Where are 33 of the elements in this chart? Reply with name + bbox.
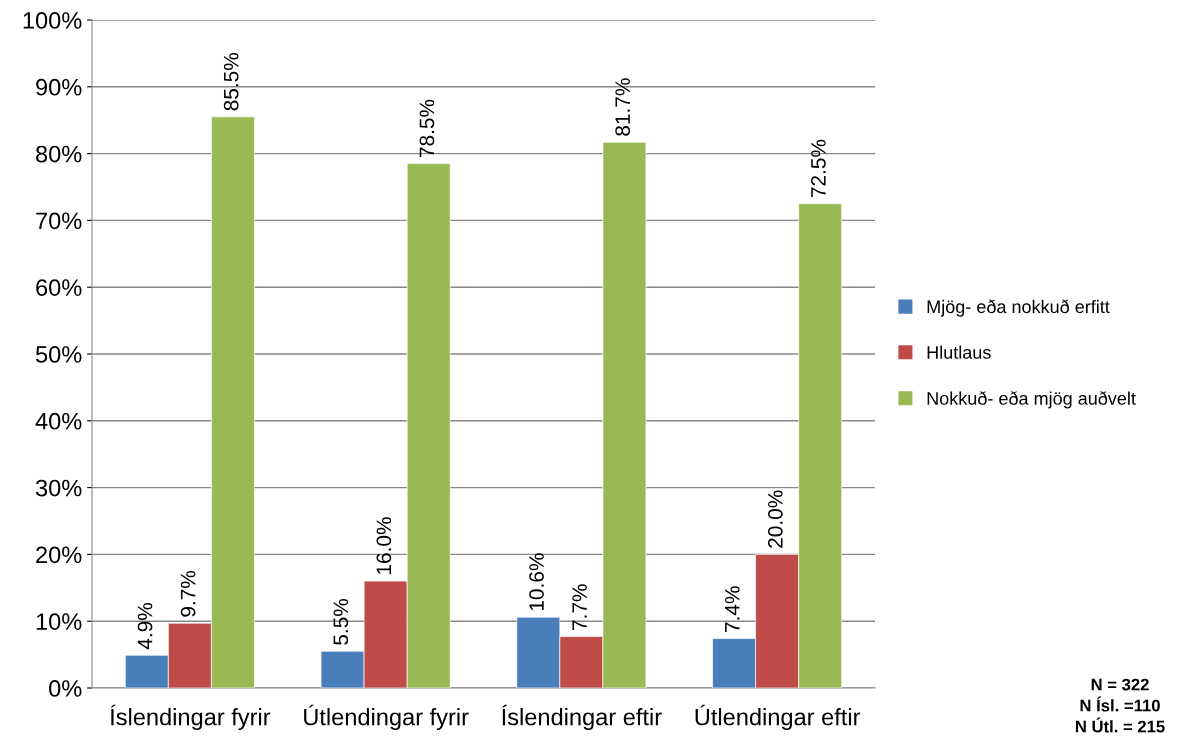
legend-label: Nokkuð- eða mjög auðvelt bbox=[927, 391, 1136, 409]
data-label: 7.4% bbox=[724, 586, 740, 632]
data-label: 78.5% bbox=[419, 99, 435, 157]
y-tick-label: 0% bbox=[49, 680, 82, 697]
y-tick-label: 40% bbox=[35, 412, 82, 430]
data-label: 20.0% bbox=[767, 490, 783, 548]
legend-label: Hlutlaus bbox=[927, 345, 991, 359]
y-tick-label: 20% bbox=[36, 546, 82, 564]
y-tick-label: 70% bbox=[36, 212, 82, 230]
y-tick-label: 60% bbox=[36, 279, 82, 296]
data-label: 7.7% bbox=[572, 584, 587, 630]
data-label: 81.7% bbox=[615, 78, 631, 136]
data-label: 85.5% bbox=[223, 52, 239, 111]
data-label: 9.7% bbox=[180, 570, 196, 617]
y-tick-label: 90% bbox=[36, 78, 82, 96]
data-label: 10.6% bbox=[529, 553, 544, 611]
y-tick-label: 80% bbox=[36, 145, 82, 163]
x-tick-label: Íslendingar eftir bbox=[502, 704, 662, 731]
x-tick-label: Útlendingar eftir bbox=[695, 704, 861, 731]
y-tick-label: 10% bbox=[36, 613, 82, 630]
text: N Ísl. =110 bbox=[1080, 696, 1160, 712]
data-label: 72.5% bbox=[811, 139, 826, 198]
data-label: 5.5% bbox=[333, 598, 349, 645]
legend-label: Mjög- eða nokkuð erfitt bbox=[927, 299, 1110, 317]
data-label: 16.0% bbox=[376, 517, 392, 574]
x-tick-label: Íslendingar fyrir bbox=[110, 704, 271, 731]
y-tick-label: 100% bbox=[23, 12, 82, 29]
x-tick-label: Útlendingar fyrir bbox=[304, 704, 469, 731]
data-label: 4.9% bbox=[137, 602, 153, 650]
text: N = 322 bbox=[1091, 678, 1149, 691]
y-tick-label: 30% bbox=[35, 479, 82, 497]
y-tick-label: 50% bbox=[35, 346, 82, 363]
text: N Útl. = 215 bbox=[1075, 717, 1165, 733]
